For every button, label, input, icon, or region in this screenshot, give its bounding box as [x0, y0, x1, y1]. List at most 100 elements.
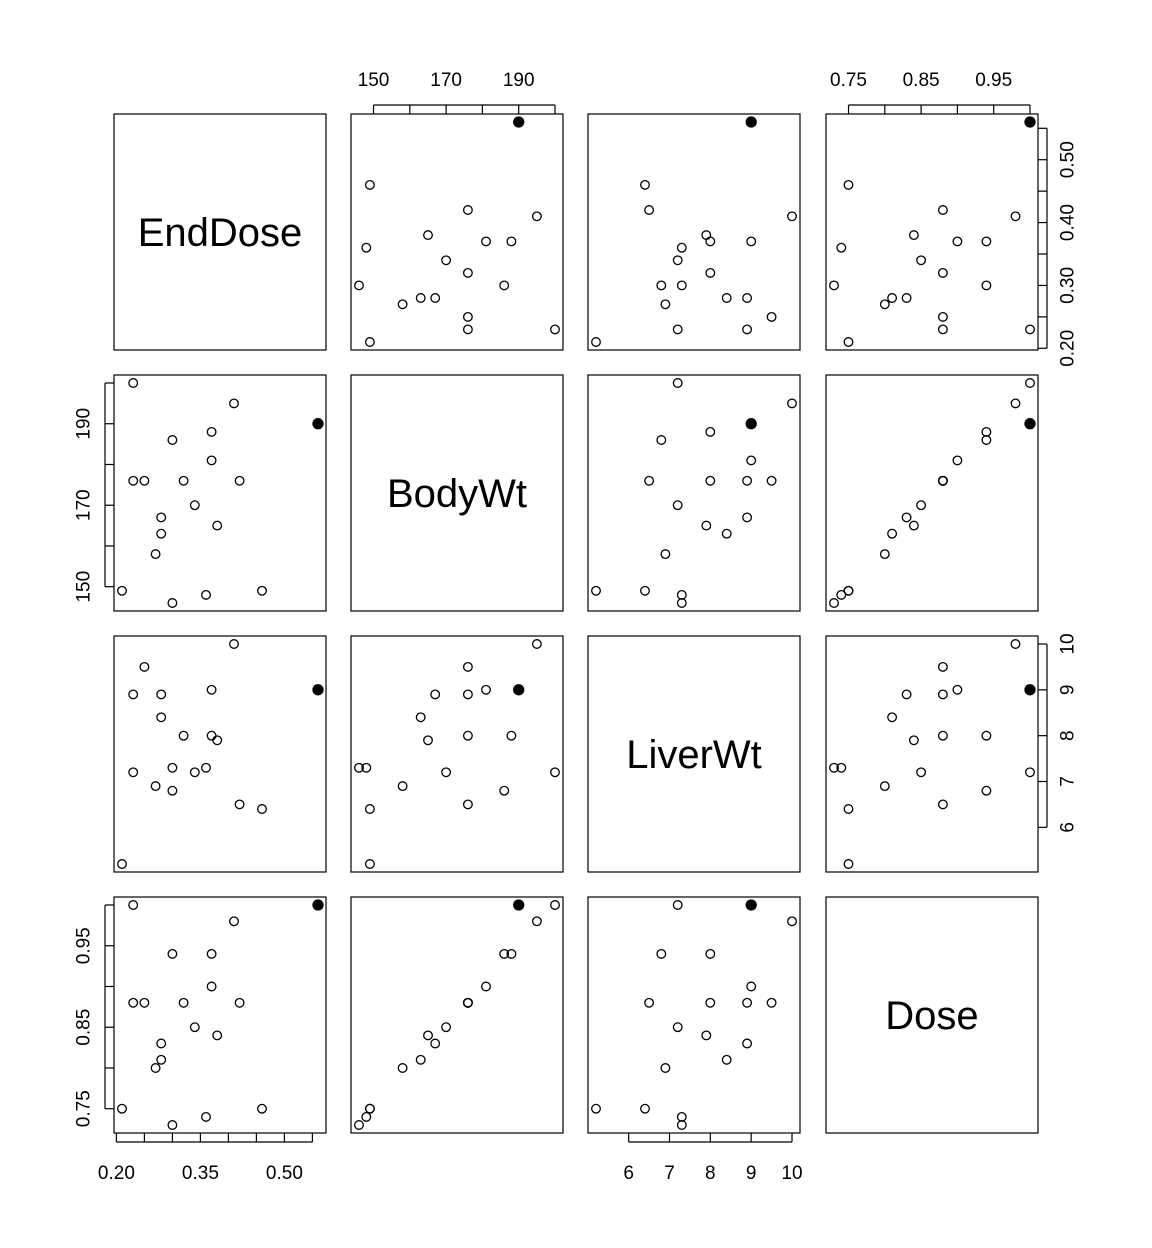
data-point [742, 475, 753, 486]
data-point [676, 589, 687, 600]
left-axis-bodywt: 150 170 190 [74, 382, 114, 603]
tick-label: 8 [1058, 730, 1079, 741]
highlighted-point [745, 418, 757, 430]
data-point [117, 859, 127, 869]
data-point [156, 712, 167, 723]
panel-liverwt-vs-liverwt: LiverWt [587, 635, 801, 873]
tick-label: 150 [358, 70, 390, 91]
panel-frame [825, 113, 1039, 351]
tick-label: 0.85 [903, 70, 940, 91]
tick-label: 0.50 [266, 1163, 303, 1184]
data-point [937, 267, 948, 278]
data-point [766, 311, 777, 322]
data-point [937, 689, 948, 700]
panel-enddose-vs-dose [825, 113, 1039, 351]
data-point [364, 859, 375, 869]
panel-frame [825, 896, 1039, 1134]
data-point [150, 549, 161, 560]
data-point [229, 398, 239, 409]
data-point [879, 781, 890, 792]
data-point [916, 767, 927, 778]
panel-dose-vs-enddose [113, 896, 327, 1134]
data-point [916, 255, 927, 266]
data-point [128, 689, 139, 700]
data-point [462, 324, 473, 335]
data-point [462, 661, 473, 672]
data-point [721, 293, 732, 303]
data-point [361, 1111, 372, 1122]
data-point [656, 280, 667, 291]
data-point [879, 549, 890, 560]
data-point [705, 997, 716, 1008]
data-point [746, 236, 757, 247]
data-point [952, 455, 963, 466]
data-point [721, 1054, 732, 1065]
data-point [257, 1103, 267, 1114]
data-point [167, 435, 178, 445]
bottom-axis-enddose: 0.20 0.35 0.50 [98, 1133, 313, 1184]
data-point [937, 205, 948, 215]
data-point [672, 324, 683, 335]
panel-frame [350, 374, 564, 612]
tick-label: 6 [1058, 822, 1079, 833]
data-point [672, 255, 683, 266]
data-point [354, 1120, 364, 1130]
data-point [462, 689, 473, 700]
data-point [531, 916, 542, 927]
variable-label-dose: Dose [885, 994, 978, 1038]
highlighted-point [312, 684, 324, 696]
tick-label: 0.35 [182, 1163, 219, 1184]
data-point [361, 762, 372, 773]
data-point [364, 179, 375, 190]
tick-label: 0.75 [74, 1090, 95, 1127]
data-point [441, 1022, 452, 1033]
data-point [167, 1120, 178, 1130]
tick-label: 0.30 [1058, 267, 1079, 304]
data-point [981, 236, 992, 247]
data-point [787, 211, 797, 222]
data-point [836, 762, 847, 773]
data-point [766, 475, 777, 486]
panel-liverwt-vs-enddose [113, 635, 327, 873]
data-point [481, 684, 491, 695]
data-point [156, 1038, 167, 1049]
data-point [150, 781, 161, 792]
data-point [354, 762, 364, 773]
data-point [156, 528, 167, 539]
data-point [229, 916, 239, 927]
data-point [660, 549, 671, 560]
data-point [829, 598, 839, 608]
panel-frame [587, 896, 801, 1134]
data-point [364, 1103, 375, 1114]
highlighted-point [312, 899, 324, 911]
data-point [701, 520, 712, 531]
tick-label: 190 [74, 408, 95, 440]
panel-frame [587, 113, 801, 351]
data-point [462, 730, 473, 741]
data-point [415, 293, 426, 303]
tick-label: 170 [74, 489, 95, 521]
data-point [901, 512, 912, 523]
data-point [836, 242, 847, 253]
tick-label: 170 [430, 70, 462, 91]
data-point [742, 512, 753, 523]
data-point [843, 179, 854, 190]
data-point [937, 661, 948, 672]
data-point [441, 767, 452, 778]
right-axis-liverwt: 6 7 8 9 10 [1038, 633, 1079, 833]
tick-label: 7 [1058, 776, 1079, 787]
data-point [441, 255, 452, 266]
highlighted-point [1024, 116, 1036, 128]
tick-label: 0.95 [975, 70, 1012, 91]
panel-bodywt-vs-liverwt [587, 374, 801, 612]
variable-label-bodywt: BodyWt [387, 472, 527, 516]
tick-label: 0.85 [74, 1009, 95, 1046]
panel-bodywt-vs-enddose [113, 374, 327, 612]
highlighted-point [513, 116, 525, 128]
data-point [742, 997, 753, 1008]
data-point [705, 267, 716, 278]
data-point [887, 712, 898, 723]
data-point [705, 236, 716, 247]
data-point [676, 1111, 687, 1122]
data-point [499, 785, 510, 796]
